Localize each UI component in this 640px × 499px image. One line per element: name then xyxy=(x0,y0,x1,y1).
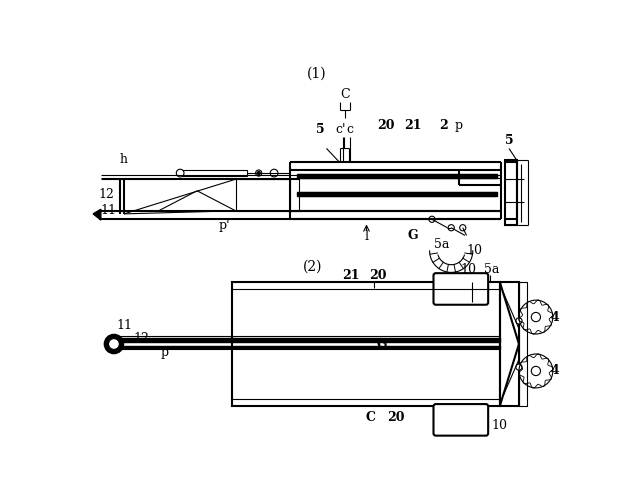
FancyBboxPatch shape xyxy=(433,404,488,436)
Text: 5a: 5a xyxy=(435,238,450,251)
Circle shape xyxy=(176,169,184,177)
Text: (1): (1) xyxy=(307,67,326,81)
Circle shape xyxy=(448,225,454,231)
Polygon shape xyxy=(93,209,101,220)
Bar xyxy=(232,281,500,406)
Bar xyxy=(500,281,519,406)
Text: 11: 11 xyxy=(100,204,116,217)
Text: p': p' xyxy=(218,219,230,232)
Text: G: G xyxy=(376,338,387,351)
Text: G: G xyxy=(408,229,418,242)
FancyBboxPatch shape xyxy=(433,273,488,305)
Bar xyxy=(505,160,516,226)
Circle shape xyxy=(105,335,123,353)
Circle shape xyxy=(257,172,260,175)
Circle shape xyxy=(255,170,262,176)
Circle shape xyxy=(109,339,119,349)
Text: p': p' xyxy=(161,346,172,359)
Text: 20: 20 xyxy=(369,269,387,282)
Bar xyxy=(232,338,500,342)
Text: C: C xyxy=(340,88,349,101)
Text: 12: 12 xyxy=(99,188,114,201)
Text: 20: 20 xyxy=(377,119,394,132)
Text: l: l xyxy=(365,231,369,244)
Circle shape xyxy=(270,169,278,177)
Text: 4: 4 xyxy=(550,364,559,377)
Bar xyxy=(182,170,247,176)
Text: C: C xyxy=(365,412,375,425)
Circle shape xyxy=(516,318,522,324)
Circle shape xyxy=(429,216,435,223)
Text: 5: 5 xyxy=(316,123,324,136)
Text: 21: 21 xyxy=(404,119,422,132)
Circle shape xyxy=(516,364,522,370)
Text: 20: 20 xyxy=(387,412,404,425)
Bar xyxy=(297,174,497,178)
Text: p: p xyxy=(455,119,463,132)
Circle shape xyxy=(460,225,466,231)
Bar xyxy=(116,338,232,342)
Text: 5a: 5a xyxy=(484,263,499,276)
Bar xyxy=(289,179,299,211)
Text: 11: 11 xyxy=(116,319,132,332)
Bar xyxy=(519,281,527,406)
Text: 4: 4 xyxy=(550,310,559,323)
Text: 2: 2 xyxy=(439,119,448,132)
Bar xyxy=(297,192,497,196)
Text: h: h xyxy=(120,154,128,167)
Text: c: c xyxy=(347,123,354,136)
Text: c': c' xyxy=(335,123,346,136)
Text: 10: 10 xyxy=(467,245,483,257)
Text: 12: 12 xyxy=(134,332,150,345)
Text: 10: 10 xyxy=(492,419,508,432)
Text: 21: 21 xyxy=(342,269,360,282)
Text: 10: 10 xyxy=(461,263,477,276)
Text: 5: 5 xyxy=(504,134,513,147)
Text: (2): (2) xyxy=(303,259,323,273)
Bar xyxy=(232,345,500,348)
Bar xyxy=(116,345,232,348)
